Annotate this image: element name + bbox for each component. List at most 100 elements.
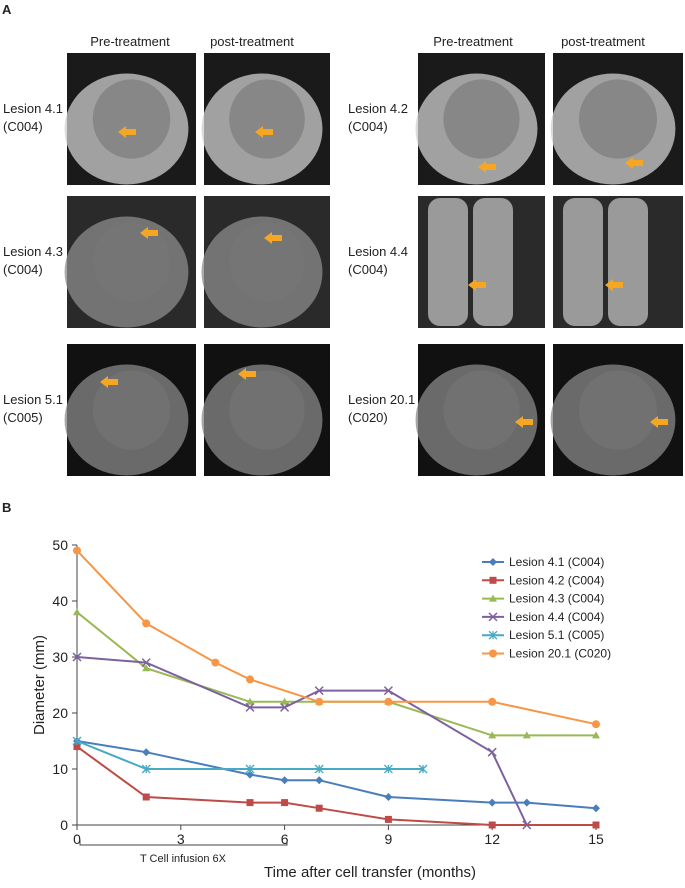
legend-label: Lesion 4.4 (C004) [509,610,604,624]
data-point [488,821,496,829]
legend-label: Lesion 4.3 (C004) [509,592,604,606]
data-point [142,619,151,628]
data-point [211,658,220,667]
arrow [118,126,136,138]
lesion-patient: (C020) [348,410,388,425]
lesion-label: Lesion 4.1 [3,101,63,116]
data-point [488,697,497,706]
data-point [384,697,393,706]
data-point [489,594,497,602]
data-point [245,702,255,712]
data-point [384,815,392,823]
x-tick-label: 0 [73,831,81,847]
x-tick-label: 15 [588,831,604,847]
annotation-bracket [79,840,288,846]
lesion-label: Lesion 4.2 [348,101,408,116]
data-point [246,770,254,779]
data-point [141,658,151,668]
column-header: post-treatment [561,34,645,49]
data-point [245,764,255,774]
data-point [522,820,532,830]
panel-label: B [2,500,11,515]
data-point [488,798,497,807]
arrow [238,368,256,380]
data-point [73,608,81,616]
data-point [383,686,393,696]
y-tick-label: 50 [52,537,68,553]
data-point [489,558,497,566]
scan-tissue [92,222,171,302]
arrow [264,232,282,244]
data-point [592,720,600,729]
data-point [488,630,498,640]
scan-grid: Pre-treatment post-treatment Pre-treatment… [3,34,683,476]
series-line [76,656,528,826]
annotation: T Cell infusion 6X [140,853,227,865]
data-point [73,743,81,751]
lesion-label: Lesion 20.1 [348,392,415,407]
column-header: post-treatment [210,34,294,49]
data-point [592,804,600,813]
scan-tissue [443,370,520,450]
data-point [592,731,600,739]
data-point [72,736,82,746]
lesion-label: Lesion 4.4 [348,244,408,259]
data-point [488,612,498,622]
data-point [246,697,254,705]
arrow [478,161,496,173]
data-point [280,702,290,712]
scan-tissue [428,198,468,326]
scan-tissue [473,198,513,326]
series-line [76,549,597,726]
scan-tissue [229,79,305,159]
data-point [142,793,150,801]
arrow [625,157,643,169]
arrow [515,416,533,428]
legend-label: Lesion 5.1 (C005) [509,628,604,642]
data-point [488,731,497,739]
lesion-patient: (C005) [3,410,43,425]
line-chart: 0 10 20 30 40 50 0 3 6 9 12 15 Diameter (mm) Time aft… [31,537,611,881]
y-tick-label: 10 [52,761,68,777]
lesion-patient: (C004) [3,119,43,134]
x-tick-label: 9 [385,831,393,847]
y-tick-label: 0 [60,817,68,833]
data-point [592,821,600,829]
x-tick-label: 3 [177,831,185,847]
legend-label: Lesion 4.1 (C004) [509,555,604,569]
y-axis-label: Diameter (mm) [31,635,48,735]
scan-tissue [608,198,648,326]
scan-tissue [92,79,171,159]
scan-tissue [443,79,520,159]
lesion-label: Lesion 4.3 [3,244,63,259]
data-point [522,731,531,739]
data-point [142,748,151,757]
data-point [489,576,497,584]
data-point [384,793,393,801]
data-point [315,776,324,785]
lesion-patient: (C004) [348,119,388,134]
data-point [142,664,151,672]
arrow [605,279,623,291]
data-point [141,764,151,774]
scan-tissue [579,370,657,450]
data-point [246,799,254,807]
arrow [255,126,273,138]
scan-tissue [579,79,657,159]
data-point [314,764,324,774]
data-point [314,686,324,696]
data-point [383,764,393,774]
arrow [140,227,158,239]
y-tick-label: 20 [52,705,68,721]
data-point [487,747,497,757]
data-point [315,804,323,812]
legend-label: Lesion 4.2 (C004) [509,573,604,587]
scan-tissue [229,222,305,302]
x-tick-label: 6 [281,831,289,847]
legend-label: Lesion 20.1 (C020) [509,647,611,661]
arrow [650,416,668,428]
x-tick-label: 12 [484,831,500,847]
data-point [73,546,81,555]
arrow [468,279,486,291]
